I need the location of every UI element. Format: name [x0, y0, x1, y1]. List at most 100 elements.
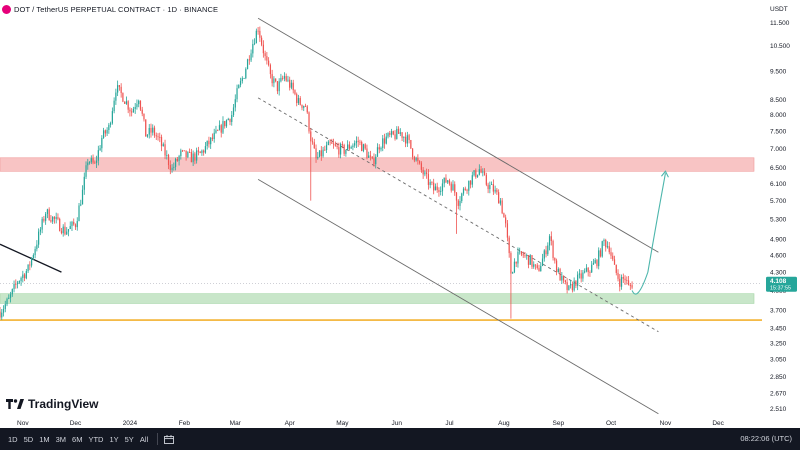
- candle-body: [533, 264, 535, 267]
- candle: [97, 145, 99, 166]
- candle: [508, 235, 510, 258]
- candle: [619, 274, 621, 292]
- candle-body: [438, 189, 440, 192]
- candle-body: [355, 140, 358, 144]
- x-tick-label: Jun: [392, 420, 403, 427]
- candle-body: [387, 133, 389, 137]
- channel-lower-line[interactable]: [257, 178, 659, 415]
- candle: [30, 257, 33, 268]
- channel-middle-line[interactable]: [257, 97, 659, 333]
- candle: [487, 182, 489, 194]
- candle: [399, 128, 401, 137]
- candle: [9, 291, 12, 303]
- range-button-ytd[interactable]: YTD: [88, 434, 104, 444]
- clock[interactable]: 08:22:06 (UTC): [740, 434, 792, 443]
- candle: [276, 81, 279, 95]
- range-button-5y[interactable]: 5Y: [124, 434, 134, 444]
- candle-body: [390, 131, 393, 135]
- candle: [113, 97, 115, 114]
- candle-body: [592, 262, 595, 265]
- currency-label[interactable]: USDT: [770, 6, 788, 13]
- y-tick-label: 10.500: [770, 43, 790, 50]
- candle-body: [399, 132, 401, 134]
- candle: [571, 281, 573, 293]
- candle-body: [264, 53, 266, 57]
- candle-body: [115, 92, 117, 101]
- candle-body: [392, 131, 394, 135]
- candle-body: [108, 124, 110, 131]
- candle: [440, 186, 442, 196]
- candle: [189, 148, 191, 153]
- candle-body: [406, 135, 408, 144]
- candle: [278, 78, 280, 96]
- candle-body: [118, 85, 121, 87]
- range-button-all[interactable]: All: [139, 434, 149, 444]
- old-trendline-line[interactable]: [0, 243, 62, 273]
- candle: [253, 38, 256, 46]
- candle: [411, 148, 414, 160]
- resistance-zone[interactable]: [0, 157, 755, 172]
- candle: [271, 69, 273, 87]
- candle-body: [603, 239, 605, 242]
- price-tag-countdown: 15:37:55: [770, 286, 791, 292]
- tradingview-logo[interactable]: TradingView: [6, 396, 98, 412]
- candle-body: [347, 144, 349, 150]
- range-button-5d[interactable]: 5D: [23, 434, 34, 444]
- candle-body: [431, 182, 433, 183]
- candle: [1, 308, 3, 321]
- candle: [385, 132, 387, 145]
- candle: [541, 253, 544, 267]
- projection-curve[interactable]: [631, 173, 666, 295]
- candle-body: [232, 107, 235, 116]
- candle: [310, 128, 312, 201]
- candle-body: [318, 150, 321, 157]
- candle-body: [169, 164, 171, 171]
- calendar-icon[interactable]: [164, 434, 175, 444]
- candle-body: [462, 188, 465, 194]
- candle-body: [238, 85, 240, 89]
- candle: [306, 105, 308, 114]
- candle: [557, 267, 559, 273]
- candle: [13, 280, 15, 293]
- candle-body: [282, 77, 284, 79]
- range-button-6m[interactable]: 6M: [72, 434, 83, 444]
- candle-body: [494, 189, 496, 192]
- axes-layer: 11.500 10.500 9.500 8.500 8.000 7.500 7.000 6.5…: [17, 6, 797, 427]
- y-tick-label: 3.700: [770, 308, 787, 315]
- candle-body: [464, 188, 466, 190]
- candle-body: [585, 267, 588, 272]
- candle: [238, 84, 240, 89]
- chart-title-bar[interactable]: DOT / TetherUS PERPETUAL CONTRACT · 1D ·…: [2, 3, 218, 15]
- range-button-1y[interactable]: 1Y: [109, 434, 119, 444]
- range-button-1d[interactable]: 1D: [8, 434, 18, 444]
- candle-body: [132, 108, 135, 113]
- candle-body: [401, 132, 403, 138]
- candle-body: [629, 285, 631, 286]
- candle: [533, 261, 535, 269]
- support-zone[interactable]: [0, 293, 755, 304]
- range-button-3m[interactable]: 3M: [55, 434, 67, 444]
- candle-body: [620, 277, 623, 287]
- candle: [231, 110, 233, 126]
- range-button-1m[interactable]: 1M: [39, 434, 50, 444]
- x-tick-label: May: [336, 420, 349, 427]
- candle: [606, 241, 609, 249]
- candle-body: [248, 59, 250, 61]
- candle-body: [88, 162, 91, 164]
- channel-upper-line[interactable]: [257, 17, 659, 253]
- candle: [448, 178, 451, 186]
- candle-body: [62, 226, 64, 234]
- x-tick-label: Dec: [70, 420, 82, 427]
- bottom-toolbar: 1D 5D 1M 3M 6M YTD 1Y 5Y All 08:22:06 (UTC): [0, 428, 800, 450]
- candle-body: [348, 144, 351, 149]
- candle: [122, 92, 124, 103]
- x-tick-label: Apr: [285, 420, 296, 427]
- candle: [347, 140, 349, 151]
- candle: [111, 107, 113, 125]
- candle: [615, 264, 617, 276]
- candle: [60, 227, 63, 235]
- candle: [419, 160, 421, 165]
- candle-body: [81, 189, 84, 205]
